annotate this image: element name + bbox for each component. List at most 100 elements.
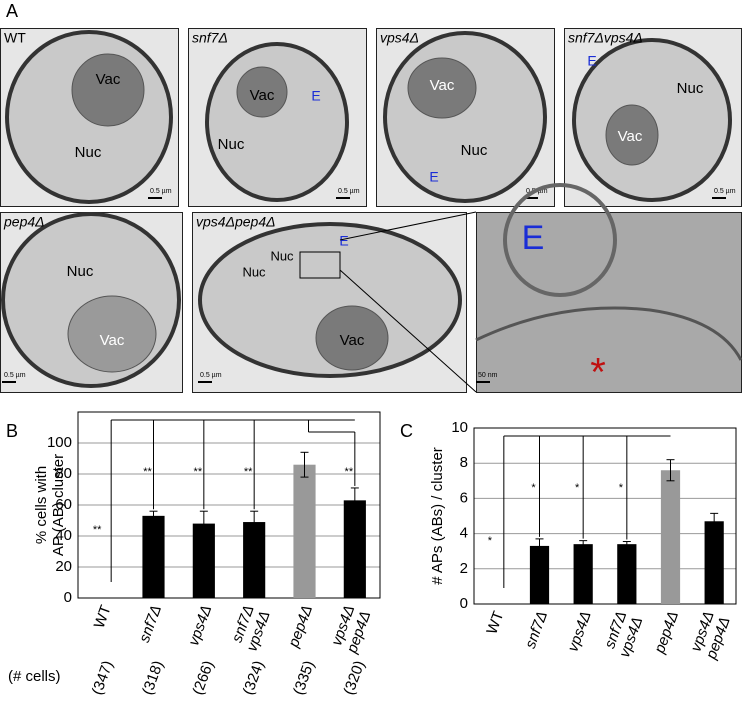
structure-label: Vac xyxy=(340,332,365,349)
significance-label: ** xyxy=(345,466,354,478)
x-tick-label: vps4Δpep4Δ xyxy=(327,603,374,656)
vacuole xyxy=(315,305,389,371)
scale-label: 0.5 µm xyxy=(338,188,360,195)
bar xyxy=(142,515,165,598)
plot-frame xyxy=(77,411,381,599)
structure-label: E xyxy=(522,219,545,257)
x-tick-label: pep4Δ xyxy=(285,603,316,651)
x-tick-label-line: WT xyxy=(91,603,115,631)
structure-label: Vac xyxy=(250,87,275,104)
x-tick-label: vps4Δ xyxy=(564,609,594,654)
image-title: WT xyxy=(4,30,26,46)
structure-label: E xyxy=(587,53,596,69)
cell xyxy=(205,42,349,202)
structure-label: Nuc xyxy=(242,264,266,279)
x-tick-label: snf7Δ xyxy=(522,609,551,651)
x-tick-label-line: WT xyxy=(483,609,507,637)
structure-label: E xyxy=(339,233,348,249)
vacuole xyxy=(407,57,477,119)
vacuole xyxy=(71,53,145,127)
y-tick-label: 40 xyxy=(55,527,72,544)
x-tick-label-line: vps4Δ xyxy=(564,609,594,654)
cell-count: (324) xyxy=(240,658,268,697)
y-tick-label: 80 xyxy=(55,465,72,482)
x-tick-label: snf7Δ xyxy=(136,603,165,645)
y-tick-label: 2 xyxy=(460,560,468,577)
x-tick-label: snf7Δvps4Δ xyxy=(227,603,273,654)
cell-count: (318) xyxy=(139,658,167,697)
scale-label: 0.5 µm xyxy=(714,188,736,195)
scale-label: 50 nm xyxy=(478,372,498,379)
y-axis-label-line: AP (AB) cluster xyxy=(50,454,67,556)
y-tick-label: 0 xyxy=(64,589,72,606)
bar xyxy=(573,544,593,604)
image-title: vps4Δ xyxy=(380,30,419,46)
significance-label: ** xyxy=(194,466,203,478)
endosome xyxy=(503,183,617,297)
x-tick-label-line: pep4Δ xyxy=(651,609,682,657)
x-tick-label-line: snf7Δ xyxy=(136,603,165,645)
plot-frame xyxy=(473,427,737,605)
significance-label: * xyxy=(619,482,624,494)
x-tick-label: WT xyxy=(91,603,115,631)
bar xyxy=(660,470,681,604)
counts-label: (# cells) xyxy=(8,668,61,685)
vacuole xyxy=(236,66,288,118)
cell xyxy=(198,222,462,378)
zoom-line xyxy=(339,211,477,241)
zoom-line xyxy=(339,269,477,393)
vacuole xyxy=(67,295,157,373)
bar xyxy=(293,464,316,598)
y-tick-label: 6 xyxy=(460,489,468,506)
x-tick-label: vps4Δpep4Δ xyxy=(686,609,733,662)
y-tick-label: 100 xyxy=(47,434,72,451)
scale-label: 0.5 µm xyxy=(200,372,222,379)
cell-count: (320) xyxy=(340,658,368,697)
y-tick-label: 10 xyxy=(451,419,468,436)
x-tick-label: snf7Δvps4Δ xyxy=(600,609,646,660)
bar xyxy=(343,500,366,598)
y-axis-label: % cells withAP (AB) cluster xyxy=(33,454,67,556)
panel-label: B xyxy=(6,421,18,441)
structure-label: Nuc xyxy=(461,142,488,159)
significance-label: ** xyxy=(244,466,253,478)
structure-label: Vac xyxy=(618,128,643,145)
cell-count: (347) xyxy=(89,658,117,697)
x-tick-label: pep4Δ xyxy=(651,609,682,657)
structure-label: Nuc xyxy=(270,248,294,263)
structure-label: Vac xyxy=(96,71,121,88)
y-tick-label: 60 xyxy=(55,496,72,513)
significance-label: * xyxy=(575,482,580,494)
x-tick-label: vps4Δ xyxy=(185,603,215,648)
bar xyxy=(704,521,724,604)
structure-label: Vac xyxy=(430,77,455,94)
x-tick-label-line: pep4Δ xyxy=(285,603,316,651)
significance-label: * xyxy=(531,482,536,494)
vacuole xyxy=(605,104,659,166)
bar xyxy=(617,544,637,604)
cell xyxy=(383,31,547,203)
x-tick-label-line: vps4Δ xyxy=(185,603,215,648)
y-tick-label: 4 xyxy=(460,525,468,542)
zoom-box xyxy=(299,251,341,279)
scale-label: 0.5 µm xyxy=(4,372,26,379)
structure-label: E xyxy=(429,169,438,185)
structure-label: * xyxy=(590,351,606,395)
significance-label: * xyxy=(488,535,493,547)
y-tick-label: 20 xyxy=(55,558,72,575)
x-tick-label-line: snf7Δ xyxy=(522,609,551,651)
structure-label: E xyxy=(311,88,320,104)
structure-label: Nuc xyxy=(75,144,102,161)
y-axis-label: # APs (ABs) / cluster xyxy=(429,447,446,585)
significance-label: ** xyxy=(93,524,102,536)
bar xyxy=(529,545,550,604)
structure-label: Nuc xyxy=(677,80,704,97)
image-title: snf7Δ xyxy=(192,30,228,46)
structure-label: Nuc xyxy=(218,136,245,153)
image-title: snf7Δvps4Δ xyxy=(568,30,643,46)
y-tick-label: 8 xyxy=(460,454,468,471)
membrane xyxy=(475,306,743,361)
bar xyxy=(243,522,266,598)
significance-label: ** xyxy=(143,466,152,478)
